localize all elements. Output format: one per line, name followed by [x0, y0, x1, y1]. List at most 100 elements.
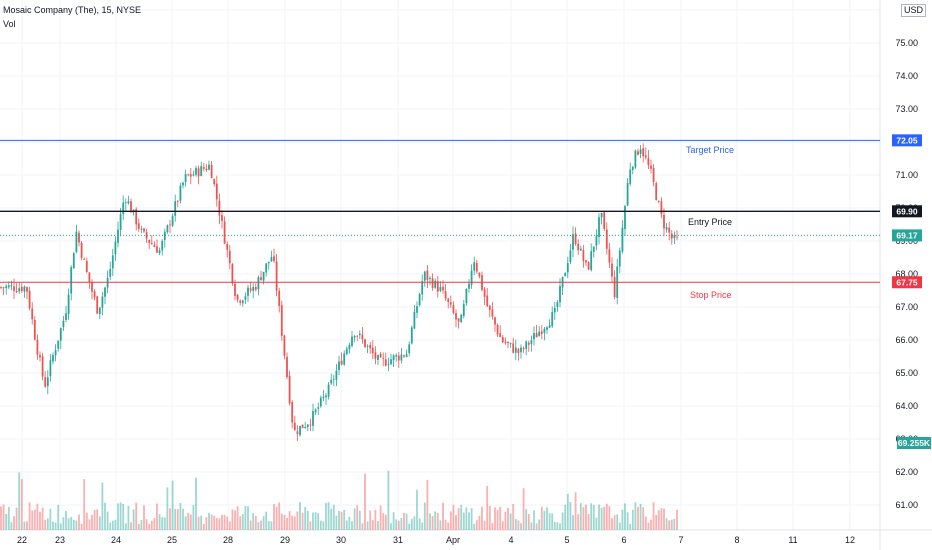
volume-bar [426, 479, 429, 530]
volume-bar [650, 519, 652, 530]
volume-bar [533, 510, 535, 530]
volume-bar [278, 502, 281, 530]
candle-body [548, 325, 551, 328]
volume-bar [603, 506, 606, 530]
volume-bar [319, 520, 322, 530]
candle-body [400, 354, 403, 361]
candle-body [335, 370, 338, 380]
candle-body [252, 286, 255, 291]
volume-bar [507, 507, 509, 530]
volume-bar [322, 521, 325, 530]
volume-bar [221, 514, 223, 530]
volume-bar [314, 512, 317, 530]
candle-body [647, 158, 650, 166]
candle-body [221, 214, 223, 221]
volume-bar [98, 516, 101, 530]
volume-bar [122, 503, 125, 530]
candle-body [611, 263, 613, 277]
volume-bar [501, 521, 504, 530]
candle-body [88, 272, 91, 283]
candle-body [676, 236, 678, 238]
volume-bar [46, 518, 49, 530]
volume-bar [36, 503, 39, 530]
volume-bar [520, 523, 522, 530]
volume-bar [280, 513, 283, 530]
candle-body [286, 356, 288, 378]
volume-bar [244, 505, 247, 530]
volume-bar [605, 503, 608, 530]
candle-body [80, 242, 83, 258]
candle-body [59, 328, 62, 341]
candle-body [491, 309, 494, 317]
candle-body [208, 164, 210, 170]
candle-body [660, 201, 663, 215]
volume-bar [351, 521, 353, 530]
candle-body [455, 313, 457, 320]
candle-body [182, 182, 184, 186]
candle-body [595, 235, 598, 246]
candle-body [179, 185, 182, 201]
volume-bar [57, 504, 60, 530]
candle-body [228, 250, 231, 264]
candle-body [642, 148, 645, 157]
candle-body [390, 359, 392, 365]
candle-body [525, 341, 528, 350]
candle-body [566, 263, 569, 273]
candle-body [244, 296, 247, 300]
candle-body [488, 305, 491, 311]
volume-bar [403, 512, 405, 530]
candle-body [652, 168, 655, 182]
volume-bar [462, 512, 465, 530]
volume-bar [379, 505, 382, 530]
y-tick-label: 74.00 [895, 71, 918, 81]
candle-body [197, 168, 200, 177]
volume-bar [598, 504, 600, 530]
volume-bar [468, 512, 470, 530]
volume-bar [65, 510, 67, 530]
volume-bar [442, 502, 444, 530]
volume-bar [535, 523, 538, 530]
y-tick-label: 65.00 [895, 368, 918, 378]
volume-bar [202, 523, 205, 530]
volume-bar [119, 502, 122, 530]
volume-bar [59, 523, 62, 530]
candle-body [475, 262, 478, 272]
candle-body [319, 397, 322, 407]
volume-bar [2, 504, 5, 530]
candle-body [501, 337, 504, 343]
volume-bar [473, 523, 476, 530]
target-price-badge [892, 134, 922, 147]
candle-body [473, 262, 476, 271]
volume-bar [460, 504, 463, 530]
candle-body [122, 202, 125, 215]
volume-bar [223, 514, 226, 530]
volume-bar [356, 505, 359, 530]
candle-body [587, 262, 590, 270]
candle-body [293, 422, 296, 431]
candle-body [517, 348, 520, 354]
candle-body [608, 249, 611, 263]
symbol-legend[interactable]: Mosaic Company (The), 15, NYSE [3, 5, 142, 15]
volume-bar [335, 515, 338, 530]
candle-body [468, 283, 470, 289]
candle-body [457, 318, 460, 322]
candle-body [275, 261, 278, 291]
volume-bar [574, 492, 577, 530]
volume-bar [483, 520, 486, 530]
currency-label[interactable]: USD [900, 4, 926, 17]
volume-legend[interactable]: Vol [3, 19, 16, 29]
candle-body [314, 409, 317, 413]
volume-bar [260, 520, 262, 530]
volume-bar [96, 509, 99, 530]
volume-bar [288, 511, 291, 530]
candle-body [327, 384, 330, 397]
volume-bar [0, 506, 2, 530]
volume-bar [228, 521, 231, 530]
volume-bar [475, 520, 478, 530]
volume-bar [13, 516, 15, 530]
volume-bar [384, 514, 387, 530]
volume-bar [439, 520, 442, 530]
candle-body [444, 291, 447, 299]
volume-bar [239, 516, 242, 530]
